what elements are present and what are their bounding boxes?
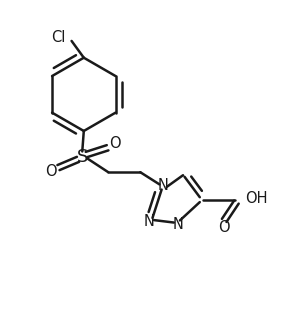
Text: S: S: [77, 148, 88, 166]
Text: N: N: [144, 214, 155, 228]
Text: O: O: [109, 136, 121, 151]
Text: O: O: [45, 164, 57, 179]
Text: N: N: [158, 178, 168, 193]
Text: OH: OH: [245, 191, 267, 206]
Text: O: O: [218, 220, 230, 235]
Text: N: N: [172, 217, 183, 233]
Text: Cl: Cl: [51, 30, 66, 45]
